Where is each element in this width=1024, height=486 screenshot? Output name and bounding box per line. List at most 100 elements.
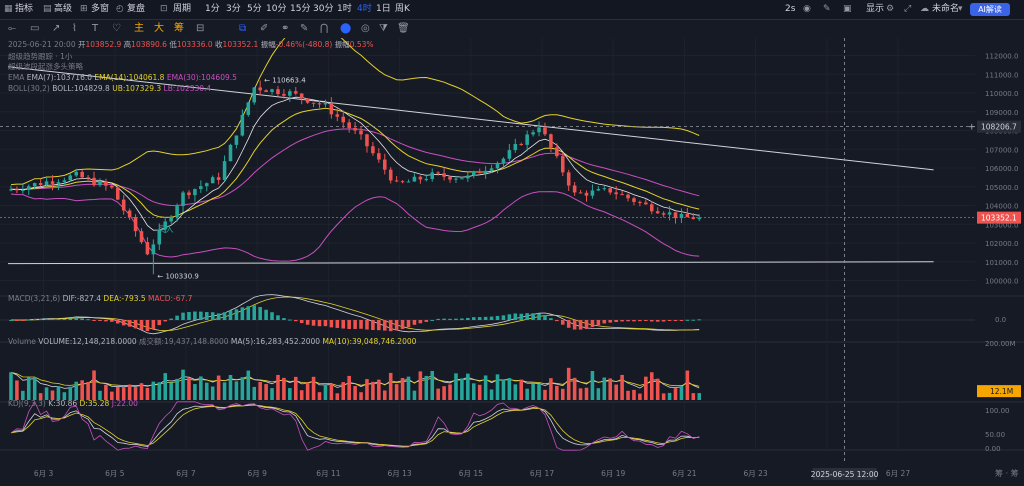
big-tag[interactable]: 大 — [154, 23, 164, 34]
macd-bar — [382, 320, 387, 331]
macd-bar — [424, 320, 429, 322]
candle-body — [353, 128, 357, 131]
bottom-right-label[interactable]: 筹 · 筹 — [995, 469, 1019, 478]
candle-body — [590, 190, 595, 196]
macd-bar — [9, 320, 13, 321]
macd-bar — [323, 320, 328, 327]
sidebar-icon[interactable]: ⊟ — [196, 23, 205, 34]
volume-bar — [691, 393, 696, 400]
magnet-icon[interactable]: ⋂ — [320, 23, 329, 34]
heart-icon[interactable]: ♡ — [112, 23, 121, 34]
interval-3m[interactable]: 3分 — [226, 4, 241, 14]
price-chart[interactable]: ← 110663.4 ← 100330.9 买入 112000.0 111000.0 1… — [0, 38, 1024, 486]
interval-4h[interactable]: 4时 — [357, 4, 372, 14]
indicator-icon[interactable]: ▦ — [4, 4, 13, 14]
chevron-down-icon[interactable]: ▾ — [958, 4, 963, 14]
volume-bar — [86, 381, 90, 400]
lock-icon[interactable]: ⬤ — [340, 23, 352, 34]
interval-1h[interactable]: 1时 — [337, 4, 352, 14]
multi-chart-button[interactable]: 多窗 — [91, 4, 110, 14]
volume-label: Volume — [8, 337, 36, 346]
volume-bar — [110, 391, 114, 400]
macd-bar — [157, 320, 162, 326]
link-icon[interactable]: ⚭ — [281, 23, 290, 34]
volume-bar — [483, 375, 488, 400]
volume-bar — [442, 386, 446, 400]
macd-bar — [199, 311, 203, 320]
volume-bar — [394, 384, 399, 400]
chip-tag[interactable]: 筹 — [174, 23, 184, 34]
volume-bar — [412, 390, 417, 400]
close-value: 103352.1 — [222, 40, 259, 49]
candles: ← 110663.4 ← 100330.9 买入 — [9, 77, 702, 400]
edit-icon[interactable]: ✎ — [823, 4, 831, 14]
indicators-button[interactable]: 指标 — [15, 4, 34, 14]
copy-icon[interactable]: ⧉ — [239, 23, 247, 34]
refresh-rate[interactable]: 2s — [785, 4, 796, 14]
macd-bar — [501, 315, 506, 320]
volume-bar — [175, 378, 179, 400]
candle-body — [566, 172, 571, 186]
volume-bar — [377, 379, 381, 400]
ai-analysis-button[interactable]: AI解读 — [970, 3, 1010, 16]
volume-bar — [68, 386, 73, 400]
amp-label: 振幅 — [334, 40, 350, 49]
grid-icon[interactable]: ⊞ — [80, 4, 88, 14]
macd-bar — [50, 319, 55, 321]
macd-bar — [555, 320, 559, 322]
arrow-tool-icon[interactable]: ↗ — [52, 23, 61, 34]
volume-bar — [596, 388, 601, 400]
brush-icon[interactable]: ✎ — [300, 23, 309, 34]
cloud-icon[interactable]: ☁ — [920, 4, 929, 14]
macd-bar — [293, 320, 298, 322]
brush-tool-icon[interactable]: ⌇ — [72, 23, 77, 34]
volume-ma10: MA(10):39,048,746.2000 — [322, 337, 417, 346]
crosshair-date-label: 2025-06-25 12:00 — [811, 470, 879, 479]
rect-tool-icon[interactable]: ▭ — [30, 23, 40, 34]
candle-body — [62, 180, 67, 183]
filter-icon[interactable]: ⧩ — [379, 23, 388, 34]
volume-bar — [685, 370, 690, 400]
candle-body — [145, 242, 150, 255]
period-icon[interactable]: ⊡ — [160, 4, 168, 14]
top-toolbar: ▦ 指标 ▤ 高级 ⊞ 多窗 ◴ 复盘 ⊡ 周期 1分 3分 5分 10分 15… — [0, 0, 1024, 20]
interval-5m[interactable]: 5分 — [247, 4, 262, 14]
layout-name[interactable]: 未命名 — [932, 4, 960, 14]
display-button[interactable]: 显示 — [866, 4, 885, 14]
interval-10m[interactable]: 10分 — [266, 4, 287, 14]
volume-bar — [626, 390, 630, 400]
price-tick-label: 111000.0 — [985, 71, 1018, 79]
advanced-icon[interactable]: ▤ — [43, 4, 52, 14]
camera-icon[interactable]: ◉ — [803, 4, 811, 14]
settings-icon[interactable]: ⚙ — [886, 4, 895, 14]
eye-icon[interactable]: ◎ — [361, 23, 370, 34]
text-tool-icon[interactable]: T — [92, 23, 99, 34]
main-tag[interactable]: 主 — [134, 23, 144, 34]
volume-bar — [258, 381, 262, 400]
strategy-line-2: 超级波段起涨多头策略 — [8, 62, 83, 71]
candle-body — [560, 156, 565, 173]
legend-datetime: 2025-06-21 20:00 — [8, 40, 76, 49]
period-button[interactable]: 周期 — [173, 4, 192, 14]
volume-bar — [418, 371, 423, 400]
interval-1w[interactable]: 周K — [395, 4, 410, 14]
interval-15m[interactable]: 15分 — [290, 4, 311, 14]
macd-bar — [127, 320, 132, 327]
interval-30m[interactable]: 30分 — [313, 4, 334, 14]
macd-bar — [549, 318, 553, 320]
interval-1m[interactable]: 1分 — [205, 4, 220, 14]
candle-body — [448, 176, 452, 180]
replay-button[interactable]: 复盘 — [127, 4, 146, 14]
trend-line — [7, 261, 934, 265]
pen-icon[interactable]: ✐ — [260, 23, 269, 34]
fullscreen-icon[interactable]: ⤢ — [904, 4, 912, 14]
replay-icon[interactable]: ◴ — [116, 4, 124, 14]
date-tick-label: 6月 27 — [886, 469, 910, 478]
advanced-button[interactable]: 高级 — [54, 4, 73, 14]
line-tool-icon[interactable]: ⟜ — [8, 23, 16, 34]
volume-bar — [649, 372, 654, 400]
trash-icon[interactable]: 🗑 — [397, 23, 410, 34]
candle-body — [163, 221, 168, 230]
calendar-icon[interactable]: ▣ — [843, 4, 852, 14]
interval-1d[interactable]: 1日 — [376, 4, 391, 14]
